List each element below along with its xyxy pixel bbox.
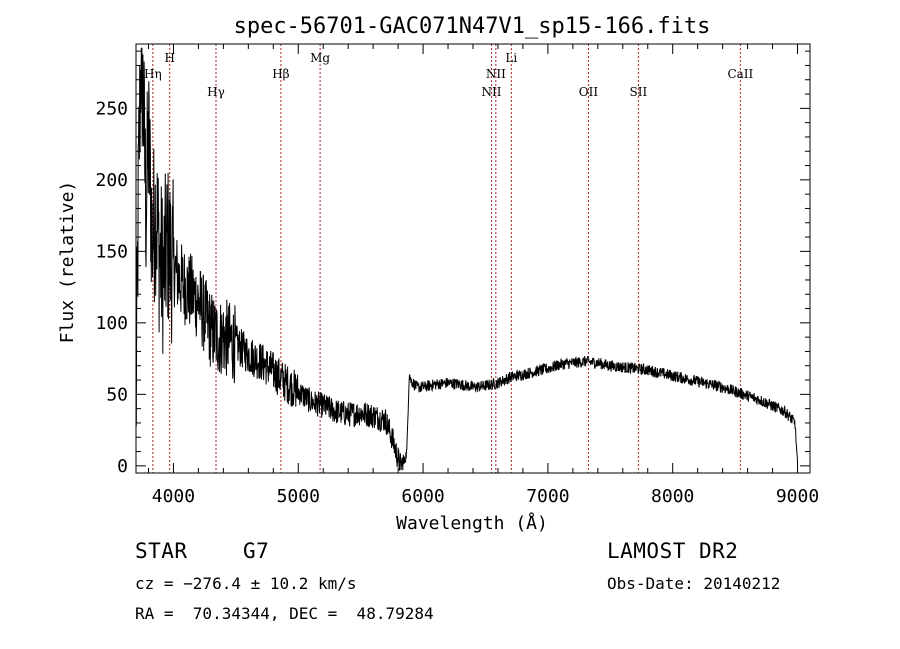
line-marker-label: Mg [310,51,330,65]
line-markers [152,44,741,473]
x-tick-label: 4000 [152,486,195,507]
line-marker-label: SII [630,85,648,99]
line-marker-labels: HηH Hγ Hβ Mg NII NII Li OII SII CaII [144,51,753,99]
coordinates: RA = 70.34344, DEC = 48.79284 [135,604,434,623]
line-marker-label: CaII [727,67,753,81]
x-tick-label: 6000 [401,486,444,507]
y-tick-label: 200 [95,170,128,191]
line-marker-label: NII [486,67,506,81]
line-marker-label: NII [481,85,501,99]
line-marker-label: Li [505,51,517,65]
y-tick-label: 0 [117,456,128,477]
y-tick-label: 50 [106,384,128,405]
line-marker-label: Hβ [272,67,289,81]
x-axis-label: Wavelength (Å) [396,512,548,534]
line-marker-label: OII [579,85,599,99]
object-class: STAR [135,539,188,563]
line-marker-label: Hη [144,67,162,81]
spectrum-line [135,47,798,471]
survey-name: LAMOST DR2 [607,539,739,563]
x-tick-label: 5000 [277,486,320,507]
x-tick-label: 9000 [776,486,819,507]
y-axis-ticks: 0 50 100 150 200 250 [95,50,810,477]
object-subclass: G7 [243,539,270,563]
y-axis-label: Flux (relative) [57,181,78,344]
line-marker-label: H [164,51,174,65]
x-tick-label: 7000 [526,486,569,507]
x-axis-ticks: 4000 5000 6000 7000 8000 9000 [147,44,819,507]
x-tick-label: 8000 [651,486,694,507]
line-marker-label: Hγ [207,85,225,99]
plot-frame [135,43,811,474]
observation-date: Obs-Date: 20140212 [607,574,781,593]
y-tick-label: 150 [95,241,128,262]
redshift-velocity: cz = −276.4 ± 10.2 km/s [135,574,357,593]
y-tick-label: 100 [95,313,128,334]
y-tick-label: 250 [95,98,128,119]
chart-title: spec-56701-GAC071N47V1_sp15-166.fits [234,14,711,39]
